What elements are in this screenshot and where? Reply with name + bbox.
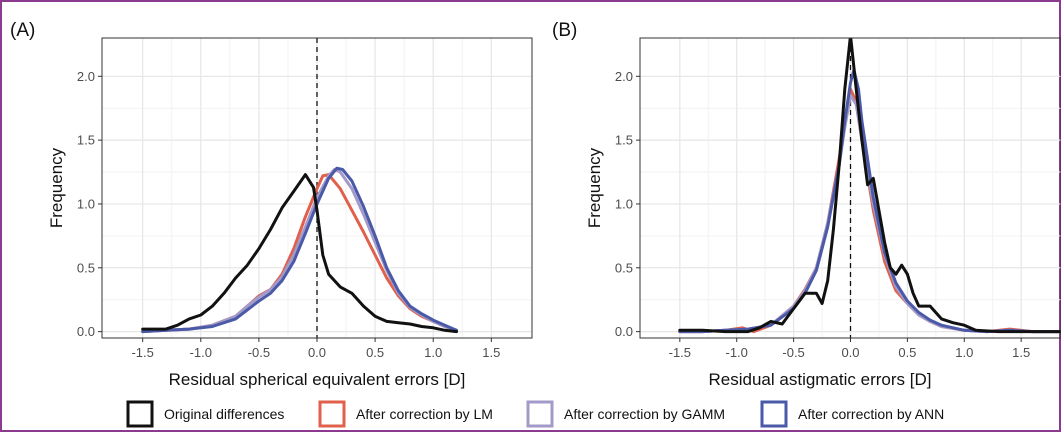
x-tick-label: 1.0 <box>424 345 442 360</box>
x-tick-label: -1.0 <box>726 345 748 360</box>
x-tick-label: -1.0 <box>190 345 212 360</box>
legend-item-ann: After correction by ANN <box>760 400 944 428</box>
legend-label-lm: After correction by LM <box>356 406 493 422</box>
x-tick-label: 1.0 <box>955 345 973 360</box>
panel-b-y-ticks: 0.0 0.5 1.0 1.5 2.0 <box>615 69 640 339</box>
legend-key-original <box>126 400 154 428</box>
y-tick-label: 1.0 <box>77 196 95 211</box>
y-tick-label: 0.0 <box>77 324 95 339</box>
panel-a-y-axis-title: Frequency <box>47 147 66 228</box>
x-tick-label: 0.5 <box>366 345 384 360</box>
legend-key-gamm <box>526 400 554 428</box>
series-line-ann <box>141 166 458 334</box>
legend: Original differences After correction by… <box>126 400 944 428</box>
series-line-original <box>141 173 458 334</box>
y-tick-label: 1.0 <box>615 196 633 211</box>
panel-label-b: (B) <box>552 20 577 41</box>
panel-b-y-axis-title: Frequency <box>585 147 604 228</box>
series-line-ann <box>678 68 1061 334</box>
x-tick-label: -1.5 <box>669 345 691 360</box>
y-tick-label: 0.5 <box>615 260 633 275</box>
panel-label-a: (A) <box>10 20 35 41</box>
y-tick-label: 0.5 <box>77 260 95 275</box>
legend-item-original: Original differences <box>126 400 284 428</box>
x-tick-label: 0.0 <box>308 345 326 360</box>
panel-a-x-ticks: -1.5 -1.0 -0.5 0.0 0.5 1.0 1.5 <box>131 338 500 360</box>
panel-a-x-axis-title: Residual spherical equivalent errors [D] <box>169 370 466 389</box>
legend-label-ann: After correction by ANN <box>798 406 944 422</box>
y-tick-label: 1.5 <box>615 133 633 148</box>
panel-b-x-ticks: -1.5 -1.0 -0.5 0.0 0.5 1.0 1.5 <box>669 338 1030 360</box>
x-tick-label: 0.5 <box>898 345 916 360</box>
panel-b-x-axis-title: Residual astigmatic errors [D] <box>709 370 932 389</box>
panel-b: (B) -1.5 -1.0 -0.5 0.0 0.5 1.0 1.5 0.0 0.5 1.0 1.… <box>552 20 1061 389</box>
y-tick-label: 0.0 <box>615 324 633 339</box>
x-tick-label: 1.5 <box>482 345 500 360</box>
y-tick-label: 2.0 <box>615 69 633 84</box>
panel-a-series <box>141 166 458 334</box>
legend-label-original: Original differences <box>164 406 284 422</box>
x-tick-label: -0.5 <box>248 345 270 360</box>
y-tick-label: 1.5 <box>77 133 95 148</box>
panel-a: (A) -1.5 -1.0 -0.5 0.0 0.5 1.0 1.5 0.0 0.5 1.0 1.… <box>10 20 533 389</box>
x-tick-label: -0.5 <box>782 345 804 360</box>
legend-label-gamm: After correction by GAMM <box>564 406 725 422</box>
panel-b-series <box>678 38 1061 334</box>
legend-item-gamm: After correction by GAMM <box>526 400 725 428</box>
x-tick-label: -1.5 <box>131 345 153 360</box>
x-tick-label: 1.5 <box>1012 345 1030 360</box>
series-line-original <box>678 38 1061 334</box>
y-tick-label: 2.0 <box>77 69 95 84</box>
legend-key-ann <box>760 400 788 428</box>
panel-a-y-ticks: 0.0 0.5 1.0 1.5 2.0 <box>77 69 102 339</box>
x-tick-label: 0.0 <box>841 345 859 360</box>
legend-item-lm: After correction by LM <box>318 400 493 428</box>
legend-key-lm <box>318 400 346 428</box>
